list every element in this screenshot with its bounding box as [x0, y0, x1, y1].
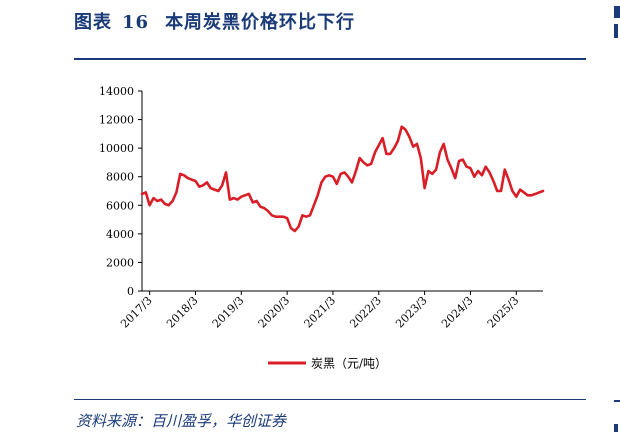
- source-note: 资料来源：百川盈孚，华创证券: [76, 412, 287, 430]
- x-tick-label: 2022/3: [347, 294, 384, 331]
- series-layer: [140, 125, 545, 233]
- y-tick-label: 12000: [99, 114, 134, 127]
- x-tick-label: 2025/3: [485, 294, 522, 331]
- y-tick-label: 10000: [99, 142, 134, 155]
- header-rule: [74, 58, 586, 60]
- series-line: [140, 125, 545, 233]
- x-tick-label: 2024/3: [439, 294, 476, 331]
- legend-label: 炭黑（元/吨）: [311, 357, 387, 371]
- y-tick-label: 0: [127, 285, 134, 298]
- legend: 炭黑（元/吨）: [268, 357, 387, 371]
- x-tick-label: 2019/3: [210, 294, 247, 331]
- page-edge-mark: [614, 424, 618, 432]
- x-tick-label: 2017/3: [118, 294, 155, 331]
- x-axis: 2017/3 2018/3 2019/3 2020/3 2021/3 2022/3 2023…: [118, 290, 543, 331]
- y-tick-label: 6000: [106, 199, 134, 212]
- y-tick-label: 8000: [106, 171, 134, 184]
- y-tick-label: 14000: [99, 85, 134, 98]
- figure-title: 图表 16 本周炭黑价格环比下行: [74, 8, 355, 34]
- figure-label: 图表: [74, 12, 112, 33]
- page-edge-mark: [614, 400, 620, 402]
- x-tick-label: 2023/3: [393, 294, 430, 331]
- y-tick-label: 4000: [106, 228, 134, 241]
- x-tick-label: 2020/3: [256, 294, 293, 331]
- y-axis: 0 2000 4000 6000 8000 10000 12000 14000: [99, 85, 143, 298]
- page-edge-mark: [614, 24, 618, 38]
- figure-title-text: 本周炭黑价格环比下行: [165, 12, 356, 33]
- footer-rule: [74, 399, 586, 400]
- x-tick-label: 2021/3: [302, 294, 339, 331]
- page-edge-mark: [614, 6, 620, 18]
- y-tick-label: 2000: [106, 256, 134, 269]
- x-tick-label: 2018/3: [164, 294, 201, 331]
- figure-number: 16: [122, 12, 150, 33]
